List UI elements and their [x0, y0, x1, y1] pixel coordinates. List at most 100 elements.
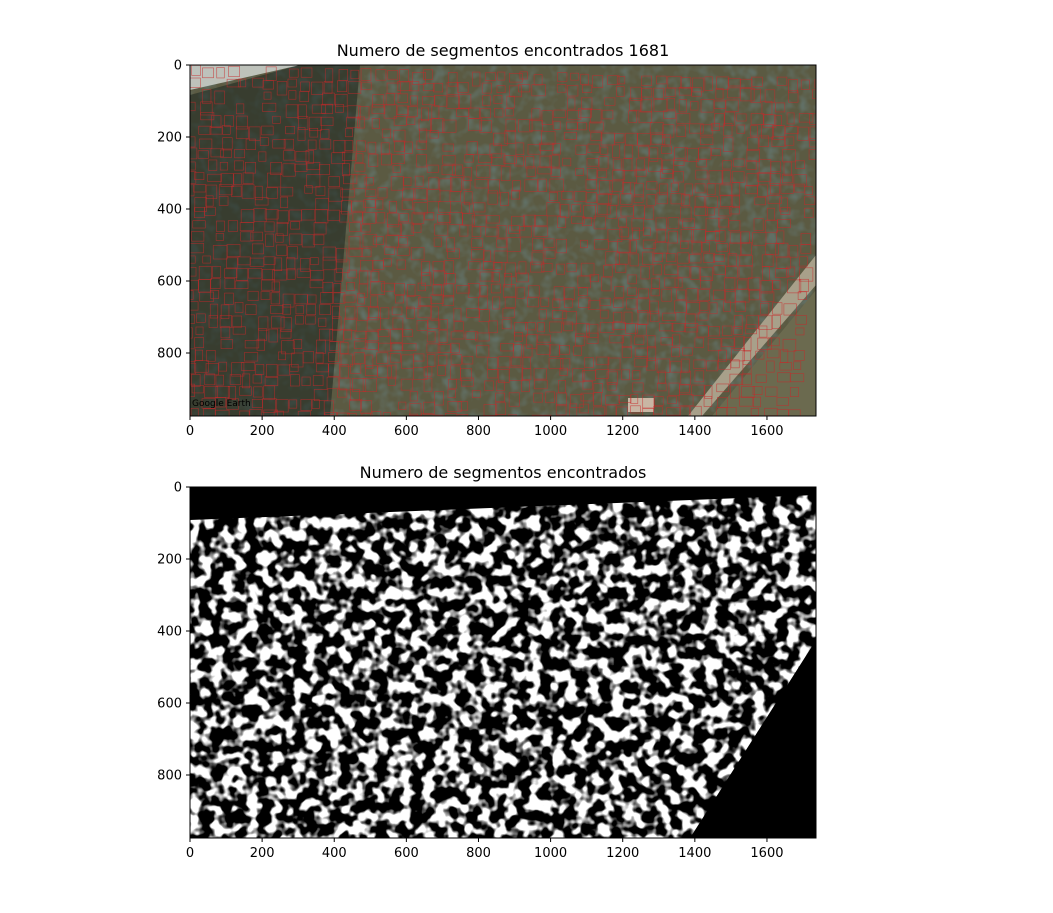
detection-box: [729, 373, 744, 385]
detection-box: [676, 252, 690, 264]
detection-box: [730, 359, 740, 369]
detection-box: [355, 153, 364, 163]
detection-box: [656, 228, 666, 242]
detection-box: [249, 409, 262, 416]
detection-box: [653, 253, 663, 262]
detection-box: [239, 386, 252, 396]
detection-box: [168, 384, 178, 397]
detection-box: [442, 143, 455, 152]
detection-box: [599, 180, 613, 194]
detection-box: [593, 215, 606, 230]
detection-box: [447, 389, 456, 399]
detection-box: [190, 290, 194, 300]
detection-box: [305, 150, 314, 164]
detection-box: [727, 253, 737, 267]
panel-bottom-y-tick-label: 0: [174, 481, 182, 496]
detection-box: [629, 253, 639, 267]
detection-box: [434, 223, 449, 236]
detection-box: [409, 402, 422, 416]
detection-box: [263, 385, 275, 400]
detection-box: [531, 251, 544, 266]
detection-box: [372, 94, 385, 108]
detection-box: [606, 371, 619, 385]
detection-box: [690, 266, 700, 280]
detection-box: [698, 289, 710, 302]
detection-box: [799, 267, 814, 282]
detection-box: [292, 339, 303, 349]
detection-box: [495, 392, 505, 402]
panel-top-x-tick-label: 1400: [678, 424, 711, 439]
detection-box: [649, 147, 659, 162]
detection-box: [439, 178, 453, 192]
detection-box: [421, 413, 434, 416]
detection-box: [306, 174, 321, 188]
detection-box: [190, 195, 191, 208]
detection-box: [540, 131, 556, 145]
detection-box: [288, 399, 298, 409]
panel-top-y-tick-label: 800: [157, 347, 182, 362]
detection-box: [616, 239, 631, 253]
detection-box: [311, 81, 324, 95]
detection-box: [766, 348, 780, 359]
detection-box: [168, 362, 176, 375]
detection-box: [713, 100, 727, 109]
detection-box: [356, 306, 369, 321]
detection-box: [319, 139, 332, 150]
detection-box: [344, 317, 357, 331]
detection-box: [377, 328, 390, 337]
detection-box: [218, 184, 233, 196]
detection-box: [680, 206, 692, 222]
detection-box: [709, 302, 718, 315]
detection-box: [393, 129, 406, 143]
detection-box: [518, 119, 533, 133]
detection-box: [619, 227, 629, 238]
detection-box: [409, 391, 418, 402]
detection-box: [589, 121, 604, 132]
detection-box: [661, 145, 672, 154]
detection-box: [333, 283, 342, 294]
detection-box: [309, 127, 319, 138]
detection-box: [694, 337, 704, 348]
detection-box: [399, 222, 414, 236]
detection-box: [319, 164, 331, 175]
detection-box: [426, 164, 439, 173]
detection-box: [641, 419, 654, 430]
detection-box: [220, 149, 232, 158]
detection-box: [775, 102, 786, 113]
detection-box: [300, 258, 311, 272]
detection-box: [386, 212, 399, 228]
detection-box: [511, 189, 521, 200]
detection-box: [642, 227, 651, 236]
detection-box: [239, 222, 255, 232]
detection-box: [679, 384, 690, 394]
detection-box: [372, 260, 384, 271]
detection-box: [750, 125, 758, 137]
detection-box: [347, 269, 358, 279]
detection-box: [370, 270, 380, 283]
panel-bottom-x-tick-label: 1400: [678, 846, 711, 861]
detection-box: [450, 331, 465, 340]
detection-box: [314, 209, 329, 224]
detection-box: [637, 133, 651, 146]
detection-box: [567, 97, 576, 110]
panel-top-x-tick-label: 800: [466, 424, 491, 439]
detection-box: [387, 376, 396, 386]
detection-box: [560, 203, 570, 218]
detection-box: [607, 382, 617, 391]
detection-box: [564, 298, 573, 308]
detection-box: [598, 156, 609, 170]
detection-box: [701, 241, 710, 253]
detection-box: [691, 86, 702, 97]
detection-box: [413, 367, 428, 380]
detection-box: [756, 172, 772, 182]
detection-box: [531, 108, 541, 120]
detection-box: [322, 246, 337, 261]
detection-box: [443, 283, 455, 298]
detection-box: [552, 298, 561, 308]
detection-box: [285, 104, 299, 118]
detection-box: [586, 167, 598, 181]
detection-box: [500, 192, 509, 206]
detection-box: [698, 147, 712, 160]
detection-box: [731, 348, 745, 362]
detection-box: [673, 157, 685, 166]
